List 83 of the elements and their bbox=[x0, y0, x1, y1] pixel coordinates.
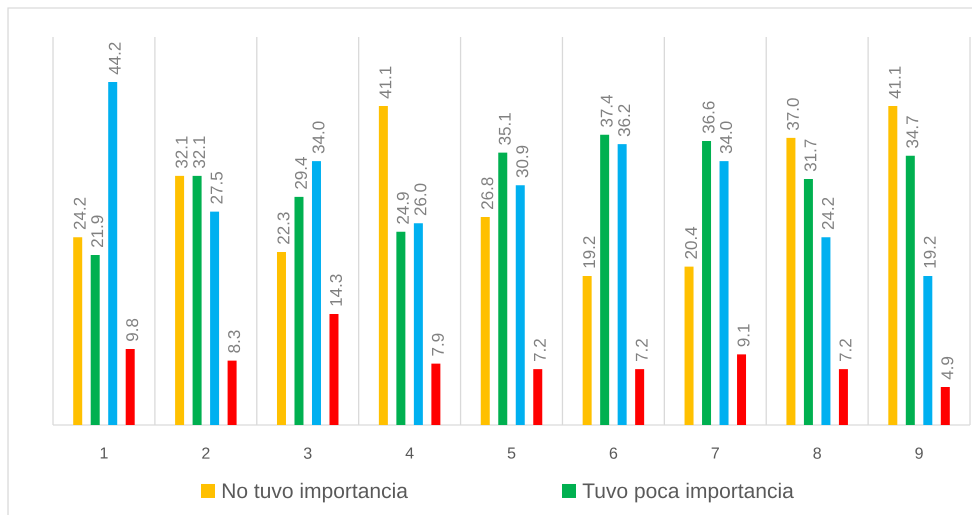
bar bbox=[684, 266, 694, 425]
bar bbox=[228, 360, 237, 425]
data-label: 35.1 bbox=[498, 113, 511, 145]
data-label: 24.2 bbox=[822, 198, 834, 230]
legend-label: No tuvo importancia bbox=[222, 482, 408, 502]
bar bbox=[516, 185, 525, 425]
bar bbox=[414, 223, 423, 425]
x-tick-label: 8 bbox=[813, 448, 821, 459]
bar bbox=[702, 140, 712, 425]
bar bbox=[737, 354, 746, 425]
bar bbox=[821, 237, 830, 425]
data-label: 34.0 bbox=[720, 122, 732, 154]
legend-label: Tuvo poca importancia bbox=[582, 482, 794, 502]
data-label: 32.1 bbox=[193, 136, 206, 168]
data-label: 34.0 bbox=[312, 122, 325, 154]
data-label: 14.3 bbox=[330, 274, 342, 306]
data-label: 7.9 bbox=[432, 334, 444, 356]
data-label: 20.4 bbox=[685, 226, 698, 259]
data-label: 27.5 bbox=[210, 172, 223, 204]
bar bbox=[786, 138, 796, 425]
data-label: 7.2 bbox=[636, 339, 648, 362]
bar bbox=[906, 156, 915, 425]
bar bbox=[312, 161, 321, 425]
data-label: 44.2 bbox=[108, 42, 121, 74]
bar bbox=[940, 386, 950, 425]
data-label: 34.7 bbox=[906, 116, 918, 148]
bar bbox=[618, 144, 627, 425]
x-tick-label: 3 bbox=[304, 448, 312, 459]
data-label: 8.3 bbox=[228, 330, 240, 353]
x-tick-label: 7 bbox=[712, 447, 719, 459]
bar bbox=[533, 369, 542, 425]
data-label: 9.1 bbox=[738, 324, 750, 346]
data-label: 7.2 bbox=[839, 339, 852, 362]
data-label: 37.4 bbox=[600, 94, 613, 127]
bar bbox=[276, 252, 286, 425]
data-label: 4.9 bbox=[941, 356, 954, 380]
bar bbox=[378, 106, 388, 425]
data-label: 36.6 bbox=[702, 101, 715, 134]
bar bbox=[600, 134, 610, 425]
data-label: 22.3 bbox=[277, 212, 290, 244]
data-label: 26.0 bbox=[414, 184, 426, 216]
bar bbox=[720, 161, 729, 425]
x-tick-label: 9 bbox=[915, 448, 923, 459]
bar bbox=[396, 232, 406, 425]
data-label: 7.2 bbox=[534, 339, 546, 362]
bar bbox=[431, 364, 440, 425]
data-label: 21.9 bbox=[91, 216, 104, 247]
x-tick-label: 4 bbox=[406, 447, 414, 459]
bar bbox=[192, 176, 202, 425]
data-label: 24.9 bbox=[396, 192, 409, 224]
data-label: 29.4 bbox=[294, 157, 308, 189]
data-label: 30.9 bbox=[516, 146, 528, 178]
bar bbox=[175, 176, 184, 425]
bar bbox=[329, 314, 338, 425]
bar bbox=[108, 82, 118, 425]
x-tick-label: 5 bbox=[508, 447, 516, 459]
data-label: 26.8 bbox=[481, 177, 494, 209]
data-label: 32.1 bbox=[176, 136, 188, 168]
bar bbox=[838, 369, 848, 425]
bar bbox=[294, 196, 304, 425]
bar bbox=[635, 369, 644, 425]
bar bbox=[126, 348, 135, 425]
bar bbox=[923, 276, 932, 425]
data-label: 31.7 bbox=[804, 140, 816, 172]
x-tick-label: 2 bbox=[202, 448, 210, 459]
x-tick-label: 6 bbox=[610, 448, 618, 459]
bar bbox=[90, 255, 100, 425]
bar bbox=[480, 217, 490, 425]
data-label: 36.2 bbox=[618, 104, 630, 136]
bar bbox=[73, 237, 82, 425]
x-tick-label: 1 bbox=[100, 447, 108, 459]
data-label: 24.2 bbox=[74, 198, 86, 230]
data-label: 19.2 bbox=[583, 236, 596, 268]
data-label: 41.1 bbox=[380, 66, 392, 98]
bar bbox=[210, 212, 220, 425]
bar bbox=[888, 106, 898, 425]
bar bbox=[498, 152, 508, 425]
data-label: 41.1 bbox=[888, 66, 901, 98]
bar bbox=[804, 178, 813, 425]
data-label: 9.8 bbox=[126, 318, 138, 341]
data-label: 19.2 bbox=[924, 236, 936, 268]
data-label: 37.0 bbox=[786, 98, 799, 130]
bar bbox=[582, 276, 592, 425]
